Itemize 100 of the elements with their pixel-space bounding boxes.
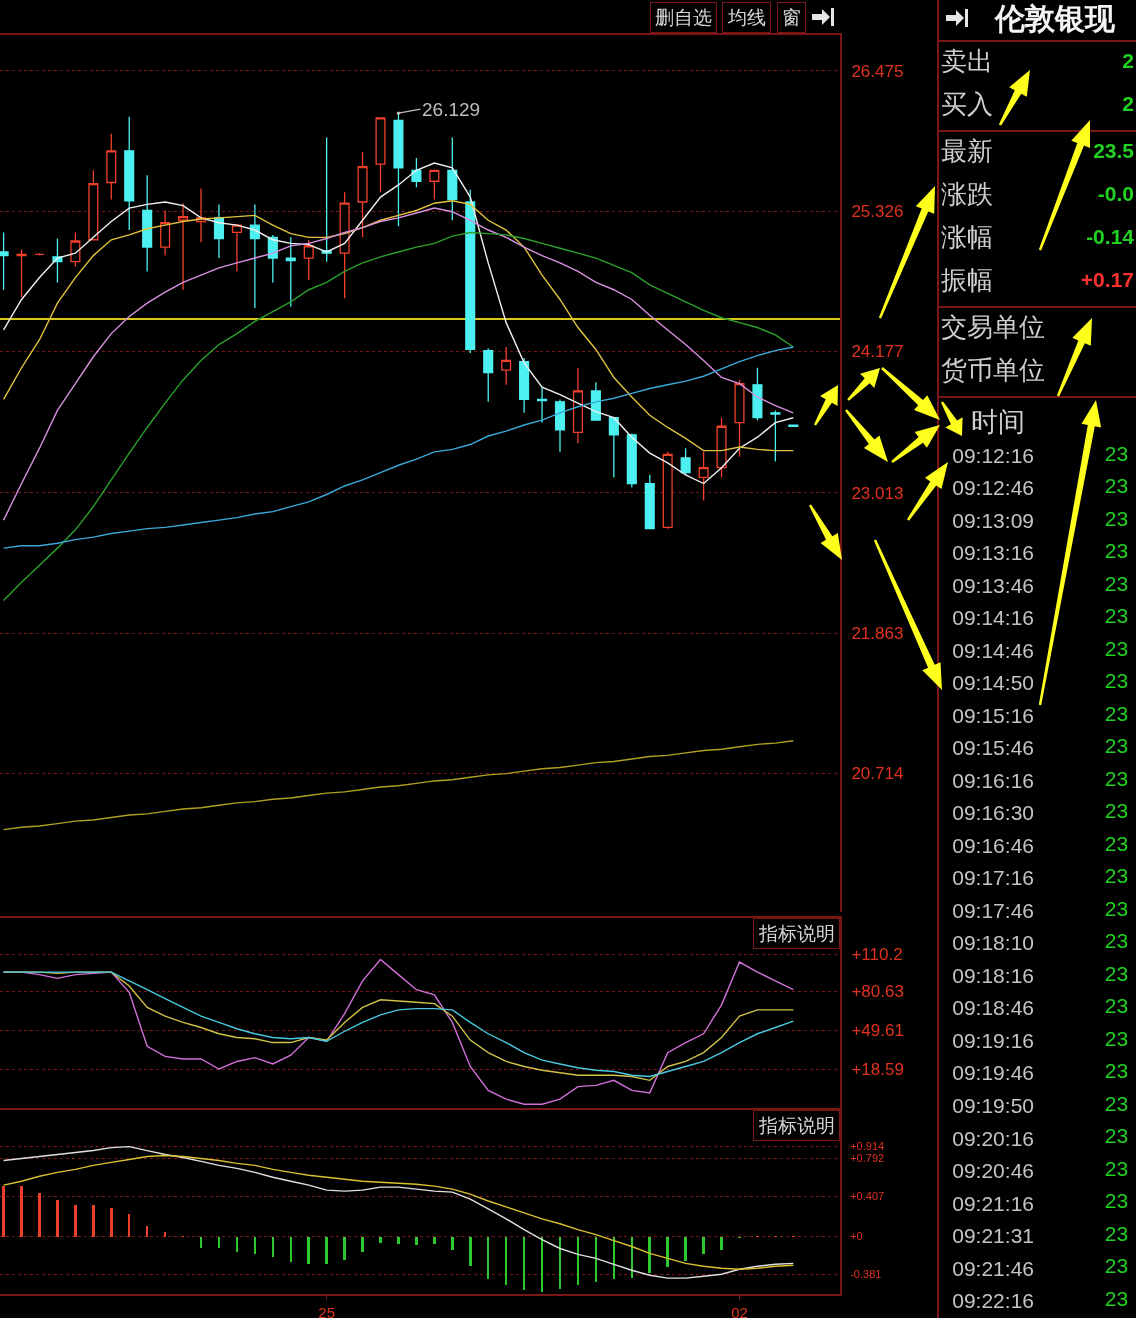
line-series <box>2 740 795 831</box>
data-label: 23 <box>1104 701 1129 725</box>
data-label: 23 <box>1104 961 1129 985</box>
candlestick <box>429 169 440 201</box>
candlestick <box>34 252 45 257</box>
y-tick-label: 09:13:16 <box>952 541 1034 565</box>
category-label: 买入 <box>941 88 993 121</box>
bar <box>666 1236 669 1268</box>
y-tick-label: 23.013 <box>851 483 904 503</box>
candlestick <box>0 231 9 291</box>
y-tick-label: 09:19:50 <box>952 1093 1034 1117</box>
y-tick-label: +0 <box>850 1230 863 1243</box>
y-tick-label: +0.792 <box>850 1152 885 1165</box>
bar <box>397 1236 400 1244</box>
line-series <box>2 162 795 485</box>
candlestick <box>626 432 637 488</box>
text: 2 <box>1122 92 1134 115</box>
y-tick-label: 09:22:16 <box>952 1289 1034 1313</box>
candlestick <box>644 474 655 530</box>
bar <box>648 1236 651 1274</box>
y-tick-label: 24.177 <box>851 341 904 361</box>
candlestick <box>698 451 709 502</box>
bar <box>325 1236 328 1265</box>
line-series <box>2 231 795 602</box>
x-tick-label: 02 <box>731 1304 748 1318</box>
data-label: 23 <box>1104 441 1129 465</box>
y-tick-label: 09:12:16 <box>952 443 1034 467</box>
bar <box>469 1236 472 1267</box>
candlestick <box>734 379 745 458</box>
bar <box>20 1186 23 1237</box>
text: 均线 <box>727 7 766 28</box>
data-label: 23 <box>1104 864 1129 888</box>
text: 窗 <box>782 7 801 28</box>
bar <box>74 1204 77 1237</box>
y-tick-label: 25.326 <box>851 201 904 221</box>
category-label: 涨跌 <box>941 178 993 211</box>
candlestick <box>231 223 242 273</box>
text: 删自选 <box>655 7 712 28</box>
y-tick-label: 20.714 <box>851 764 904 784</box>
data-label: 23 <box>1104 831 1129 855</box>
candlestick <box>213 203 225 259</box>
y-tick-label: 09:17:46 <box>952 898 1034 922</box>
bar <box>451 1236 454 1251</box>
candlestick <box>70 231 81 268</box>
text: -0.14 <box>1086 225 1134 248</box>
data-label: 23 <box>1104 669 1129 693</box>
candlestick <box>680 447 691 476</box>
y-tick-label: +18.59 <box>851 1060 904 1080</box>
candlestick <box>16 248 27 298</box>
line-series <box>2 200 795 452</box>
candlestick <box>554 398 566 453</box>
data-label: 23 <box>1104 1286 1129 1310</box>
data-label: 23 <box>1104 474 1129 498</box>
text: 26.129 <box>422 99 481 120</box>
bar <box>361 1236 364 1253</box>
candlestick <box>321 136 332 263</box>
candlestick <box>142 174 153 273</box>
candlestick <box>501 346 512 386</box>
candlestick <box>339 191 350 299</box>
data-label: 23 <box>1104 994 1129 1018</box>
y-tick-label: 09:18:10 <box>952 931 1034 955</box>
candlestick <box>537 386 548 424</box>
data-label: 23 <box>1104 539 1129 563</box>
candlestick <box>788 424 799 427</box>
text: +0.17 <box>1080 268 1134 291</box>
y-tick-label: +0.914 <box>850 1140 885 1153</box>
annotation: 指标说明 <box>758 923 835 944</box>
y-tick-label: 09:14:46 <box>952 638 1034 662</box>
y-tick-label: 09:13:09 <box>952 508 1034 532</box>
candlestick <box>519 357 530 414</box>
candlestick <box>465 189 476 354</box>
data-label: 23 <box>1104 1254 1129 1278</box>
candlestick <box>160 209 171 257</box>
category-label: 卖出 <box>941 45 993 78</box>
y-tick-label: 09:21:31 <box>952 1224 1034 1248</box>
y-tick-label: 21.863 <box>851 624 904 644</box>
category-label: 涨幅 <box>941 221 993 254</box>
candlestick <box>249 203 260 309</box>
y-tick-label: 09:15:46 <box>952 736 1034 760</box>
y-tick-label: 09:20:16 <box>952 1126 1034 1150</box>
bar <box>684 1236 687 1262</box>
candlestick <box>483 347 494 403</box>
y-tick-label: +49.61 <box>851 1021 904 1041</box>
bar <box>379 1236 382 1243</box>
data-label: 23 <box>1104 571 1129 595</box>
category-label: 交易单位 <box>941 311 1045 344</box>
y-tick-label: 09:19:16 <box>952 1028 1034 1052</box>
candlestick <box>447 136 458 221</box>
y-tick-label: 09:18:46 <box>952 996 1034 1020</box>
y-tick-label: 09:17:16 <box>952 866 1034 890</box>
candlestick <box>178 202 189 291</box>
y-tick-label: 09:12:46 <box>952 476 1034 500</box>
candlestick <box>770 409 781 463</box>
bar <box>307 1236 310 1265</box>
bar <box>38 1193 41 1237</box>
data-label: 23 <box>1104 636 1129 660</box>
candlestick <box>572 367 583 444</box>
y-tick-label: 09:20:46 <box>952 1159 1034 1183</box>
candlestick <box>285 236 296 308</box>
y-tick-label: +80.63 <box>851 982 904 1002</box>
